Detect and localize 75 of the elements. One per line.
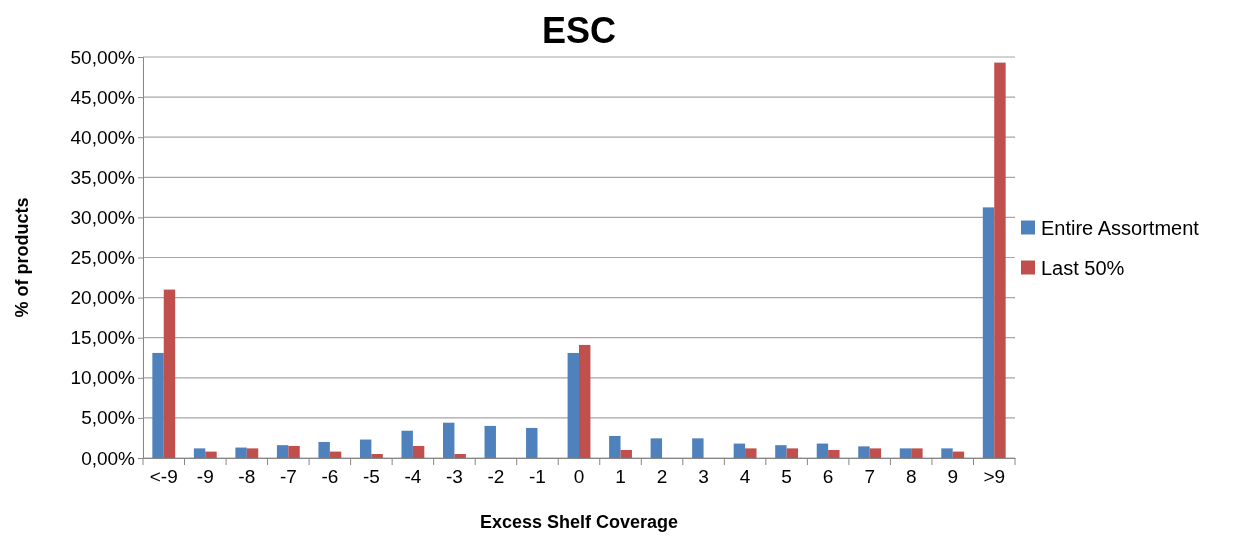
x-tick-label: -9 [196, 466, 214, 488]
x-tick-label: -6 [321, 466, 339, 488]
bar [650, 438, 663, 458]
y-tick-label: 0,00% [81, 447, 136, 469]
bar [567, 352, 579, 458]
x-tick-label: 1 [615, 466, 626, 488]
bar [579, 344, 591, 458]
bar [288, 445, 300, 458]
bar [454, 453, 466, 458]
bar [276, 445, 289, 458]
x-tick-label: -2 [487, 466, 505, 488]
x-tick-label: 9 [947, 466, 958, 488]
y-axis-title: % of products [12, 197, 32, 318]
x-tick-label: 6 [822, 466, 834, 488]
x-tick-label: >9 [983, 466, 1006, 488]
bar [911, 448, 923, 458]
bar [828, 449, 840, 458]
x-tick-label: 4 [739, 466, 751, 488]
bar [359, 439, 372, 458]
y-tick-label: 35,00% [70, 166, 136, 188]
bar [163, 289, 176, 458]
bar [152, 352, 164, 458]
bar [745, 448, 757, 458]
y-tick-label: 45,00% [70, 86, 136, 108]
x-tick-label: -5 [362, 466, 380, 488]
y-tick-label: 25,00% [70, 247, 136, 269]
x-tick-label: 7 [864, 466, 875, 488]
bar [941, 448, 953, 458]
bar [246, 448, 259, 458]
bar [858, 446, 870, 458]
x-axis-title: Excess Shelf Coverage [479, 512, 679, 532]
bar [318, 441, 330, 458]
x-tick-label: <-9 [149, 466, 178, 488]
bar [816, 443, 829, 458]
x-tick-label: 0 [573, 466, 585, 488]
x-tick-label: -7 [279, 466, 297, 488]
x-tick-label: 5 [781, 466, 792, 488]
bar [952, 451, 965, 458]
bar [733, 443, 746, 458]
chart-title: ESC [541, 10, 617, 51]
x-tick-label: 2 [656, 466, 668, 488]
bar [786, 448, 799, 458]
y-tick-label: 5,00% [81, 407, 136, 429]
y-tick-label: 50,00% [70, 46, 136, 68]
bar [412, 445, 425, 458]
bar [994, 62, 1006, 458]
x-tick-label: -8 [238, 466, 256, 488]
bar [620, 449, 632, 458]
bar [982, 207, 995, 458]
legend-label: Entire Assortment [1041, 216, 1200, 239]
bar [401, 430, 413, 458]
y-tick-label: 15,00% [70, 327, 136, 349]
y-tick-label: 30,00% [70, 206, 136, 228]
bar [526, 427, 538, 458]
bar [235, 447, 247, 458]
bar [329, 451, 342, 458]
x-tick-label: -1 [529, 466, 546, 488]
x-tick-label: -4 [404, 466, 422, 488]
x-tick-label: 3 [698, 466, 709, 488]
x-tick-label: 8 [905, 466, 917, 488]
y-tick-label: 20,00% [70, 287, 136, 309]
bar [775, 445, 787, 458]
bar [443, 422, 455, 458]
bar [484, 425, 496, 458]
bar [899, 448, 912, 458]
bar [205, 451, 217, 458]
x-tick-label: -3 [445, 466, 463, 488]
bar [869, 448, 882, 458]
legend-label: Last 50% [1041, 256, 1125, 279]
bar [692, 438, 704, 458]
bar [609, 435, 621, 458]
bar [193, 448, 206, 458]
y-tick-label: 10,00% [70, 367, 136, 389]
bar [371, 453, 383, 458]
y-tick-label: 40,00% [70, 126, 136, 148]
